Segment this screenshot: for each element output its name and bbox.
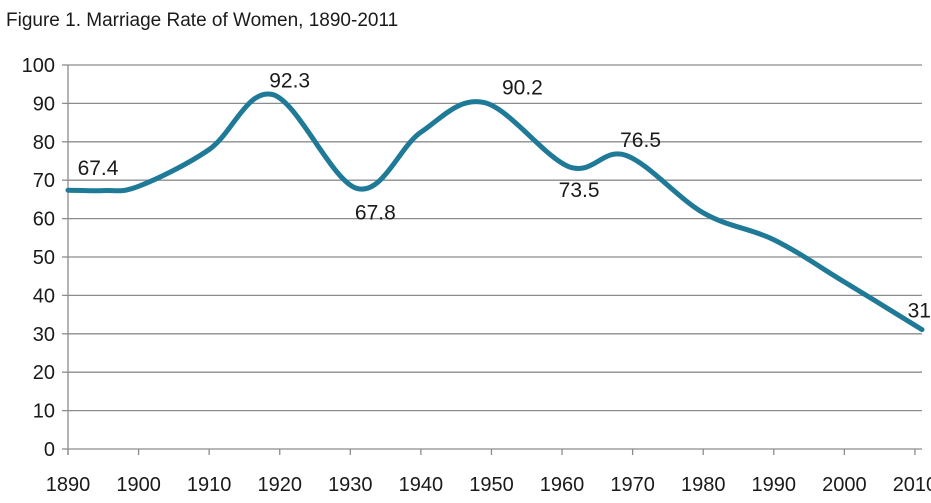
x-tick-label: 1990: [752, 474, 797, 496]
gridlines: [68, 64, 922, 412]
x-tick-label: 1940: [399, 474, 444, 496]
x-tick-label: 1950: [469, 474, 514, 496]
x-tick-labels: 1890 1900 1910 1920 1930 1940 1950 1960 1970 1980…: [46, 474, 931, 496]
x-tick-label: 1920: [257, 474, 302, 496]
y-tick-label: 80: [33, 132, 55, 154]
x-tick-label: 2010: [893, 474, 931, 496]
data-label: 31.1: [908, 300, 931, 323]
series-line-0: [65, 91, 925, 333]
y-tick-label: 10: [33, 401, 55, 423]
x-tick-label: 1970: [610, 474, 655, 496]
data-label: 90.2: [502, 77, 543, 100]
data-labels: 67.4 92.3 67.8 90.2 73.5 76.5 31.1: [78, 70, 931, 323]
data-label: 76.5: [620, 129, 661, 152]
y-tick-label: 0: [44, 439, 55, 461]
axes: [62, 64, 922, 455]
series-group: [65, 91, 925, 333]
data-label: 67.8: [355, 202, 396, 225]
x-tick-label: 1980: [681, 474, 726, 496]
y-tick-label: 60: [33, 209, 55, 231]
data-label: 67.4: [78, 157, 119, 180]
x-tick-label: 1890: [46, 474, 91, 496]
x-tick-label: 1930: [328, 474, 373, 496]
y-tick-labels: 0 10 20 30 40 50 60 70 80 90 100: [22, 55, 55, 461]
y-tick-label: 100: [22, 55, 55, 77]
x-tick-label: 1960: [540, 474, 585, 496]
y-tick-label: 40: [33, 285, 55, 307]
data-label: 73.5: [559, 179, 600, 202]
chart-title: Figure 1. Marriage Rate of Women, 1890-2…: [6, 10, 399, 31]
y-tick-label: 90: [33, 93, 55, 115]
y-tick-label: 70: [33, 170, 55, 192]
y-tick-label: 30: [33, 324, 55, 346]
x-tick-label: 2000: [822, 474, 867, 496]
x-tick-label: 1900: [116, 474, 161, 496]
y-tick-label: 20: [33, 362, 55, 384]
data-label: 92.3: [269, 70, 310, 93]
y-tick-label: 50: [33, 247, 55, 269]
x-tick-label: 1910: [187, 474, 232, 496]
